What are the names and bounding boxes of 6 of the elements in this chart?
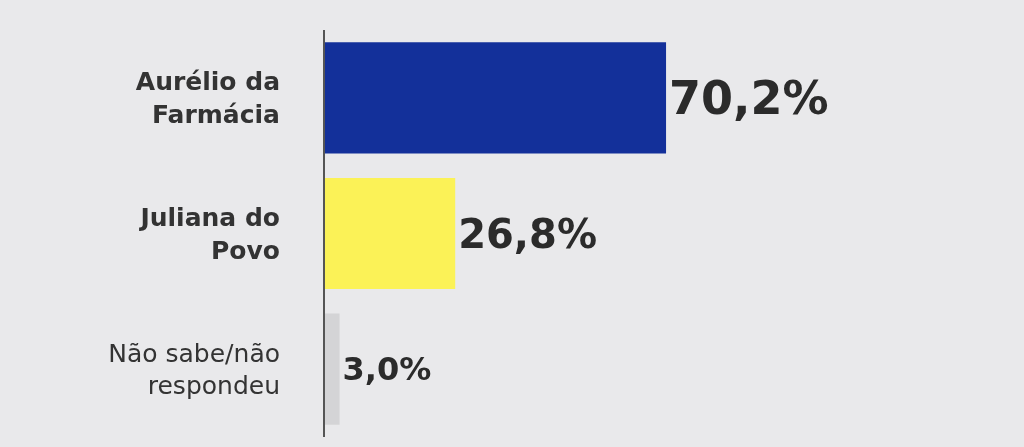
data-label: 3,0%: [342, 350, 432, 389]
y-tick-label: Juliana do Povo: [138, 203, 280, 265]
y-tick-label: Aurélio da Farmácia: [135, 67, 280, 129]
y-tick-label: Não sabe/não respondeu: [108, 338, 280, 401]
data-label: 70,2%: [669, 70, 829, 125]
data-label: 26,8%: [458, 210, 597, 257]
